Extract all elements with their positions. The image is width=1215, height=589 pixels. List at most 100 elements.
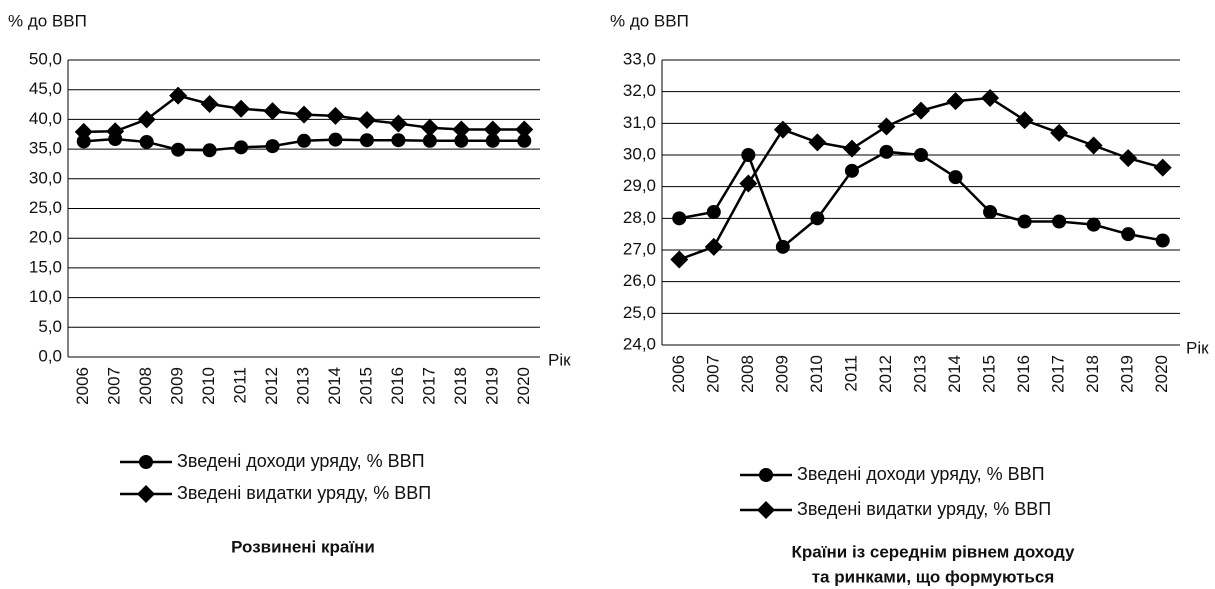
point [775,239,790,254]
y-tick-label: 28,0 [623,208,656,227]
x-tick-label: 2012 [876,355,895,393]
x-axis-label: Рік [1186,338,1209,357]
point [1084,136,1103,155]
x-tick-label: 2013 [293,367,312,405]
y-tick-label: 50,0 [29,49,62,68]
point [389,114,408,133]
x-tick-label: 2018 [451,367,470,405]
point [485,133,500,148]
y-tick-label: 25,0 [623,303,656,322]
x-tick-label: 2011 [841,355,860,392]
y-tick-label: 45,0 [29,79,62,98]
y-tick-label: 29,0 [623,176,656,195]
y-tick-label: 40,0 [29,109,62,128]
point [169,86,188,105]
y-tick-label: 31,0 [623,113,656,132]
y-tick-label: 10,0 [29,287,62,306]
point [670,250,689,269]
y-tick-label: 5,0 [38,317,62,336]
x-tick-label: 2017 [1049,355,1068,393]
y-tick-label: 24,0 [623,334,656,353]
x-tick-label: 2010 [199,367,218,405]
point [297,133,311,148]
y-axis-label: % до ВВП [610,11,689,30]
legend-label: Зведені видатки уряду, % ВВП [177,483,431,503]
x-tick-label: 2007 [703,355,722,393]
point [914,148,928,162]
x-tick-label: 2009 [772,355,791,393]
point [1155,233,1170,248]
y-axis-label: % до ВВП [8,11,87,30]
point [137,485,155,503]
point [263,102,282,121]
point [842,139,861,158]
point [1015,111,1034,130]
point [672,211,687,226]
x-tick-label: 2006 [73,367,92,405]
x-tick-label: 2014 [325,367,344,405]
x-tick-label: 2020 [1152,355,1171,393]
x-tick-label: 2008 [738,355,757,393]
point [706,205,721,219]
y-tick-label: 0,0 [38,346,62,365]
y-tick-label: 15,0 [29,257,62,276]
x-axis-label: Рік [548,350,571,369]
point [106,122,125,141]
point [171,142,186,157]
line [679,150,1163,249]
point [420,118,439,137]
x-tick-label: 2010 [807,355,826,393]
point [454,133,469,148]
point [328,132,343,147]
x-tick-label: 2007 [105,367,124,405]
chart-title: та ринками, що формуються [812,567,1055,586]
x-tick-label: 2016 [388,367,407,405]
point [234,140,249,155]
y-tick-label: 30,0 [29,168,62,187]
point [357,110,376,129]
point [741,148,756,162]
y-tick-label: 27,0 [623,239,656,258]
point [202,143,217,158]
x-tick-label: 2016 [1014,355,1033,393]
point [1017,214,1032,229]
y-tick-label: 32,0 [623,81,656,100]
y-tick-label: 20,0 [29,228,62,247]
point [74,122,93,141]
x-tick-label: 2013 [910,355,929,393]
point [912,101,930,120]
x-tick-label: 2019 [482,367,501,405]
point [200,94,219,113]
point [877,117,896,136]
x-tick-label: 2018 [1083,355,1102,393]
point [452,120,471,139]
x-tick-label: 2008 [136,367,155,405]
chart-title: Країни із середнім рівнем доходу [792,542,1075,561]
point [137,110,156,129]
point [739,174,758,193]
point [810,211,825,226]
legend-label: Зведені доходи уряду, % ВВП [177,451,425,471]
point [483,120,502,139]
point [326,106,345,125]
point [1086,217,1101,232]
point [981,89,1000,107]
x-tick-label: 2015 [980,355,999,393]
chart-title: Розвинені країни [231,537,375,556]
x-tick-label: 2015 [356,367,375,405]
x-tick-label: 2011 [231,367,250,404]
x-tick-label: 2012 [262,367,281,405]
point [879,144,894,159]
point [704,237,723,256]
x-tick-label: 2017 [419,367,438,405]
point [844,163,859,178]
x-tick-label: 2019 [1118,355,1137,393]
point [1119,149,1138,168]
point [517,133,532,148]
point [515,120,534,139]
point [1153,158,1172,177]
legend-label: Зведені доходи уряду, % ВВП [797,464,1045,484]
x-tick-label: 2014 [945,355,964,393]
point [759,468,773,482]
